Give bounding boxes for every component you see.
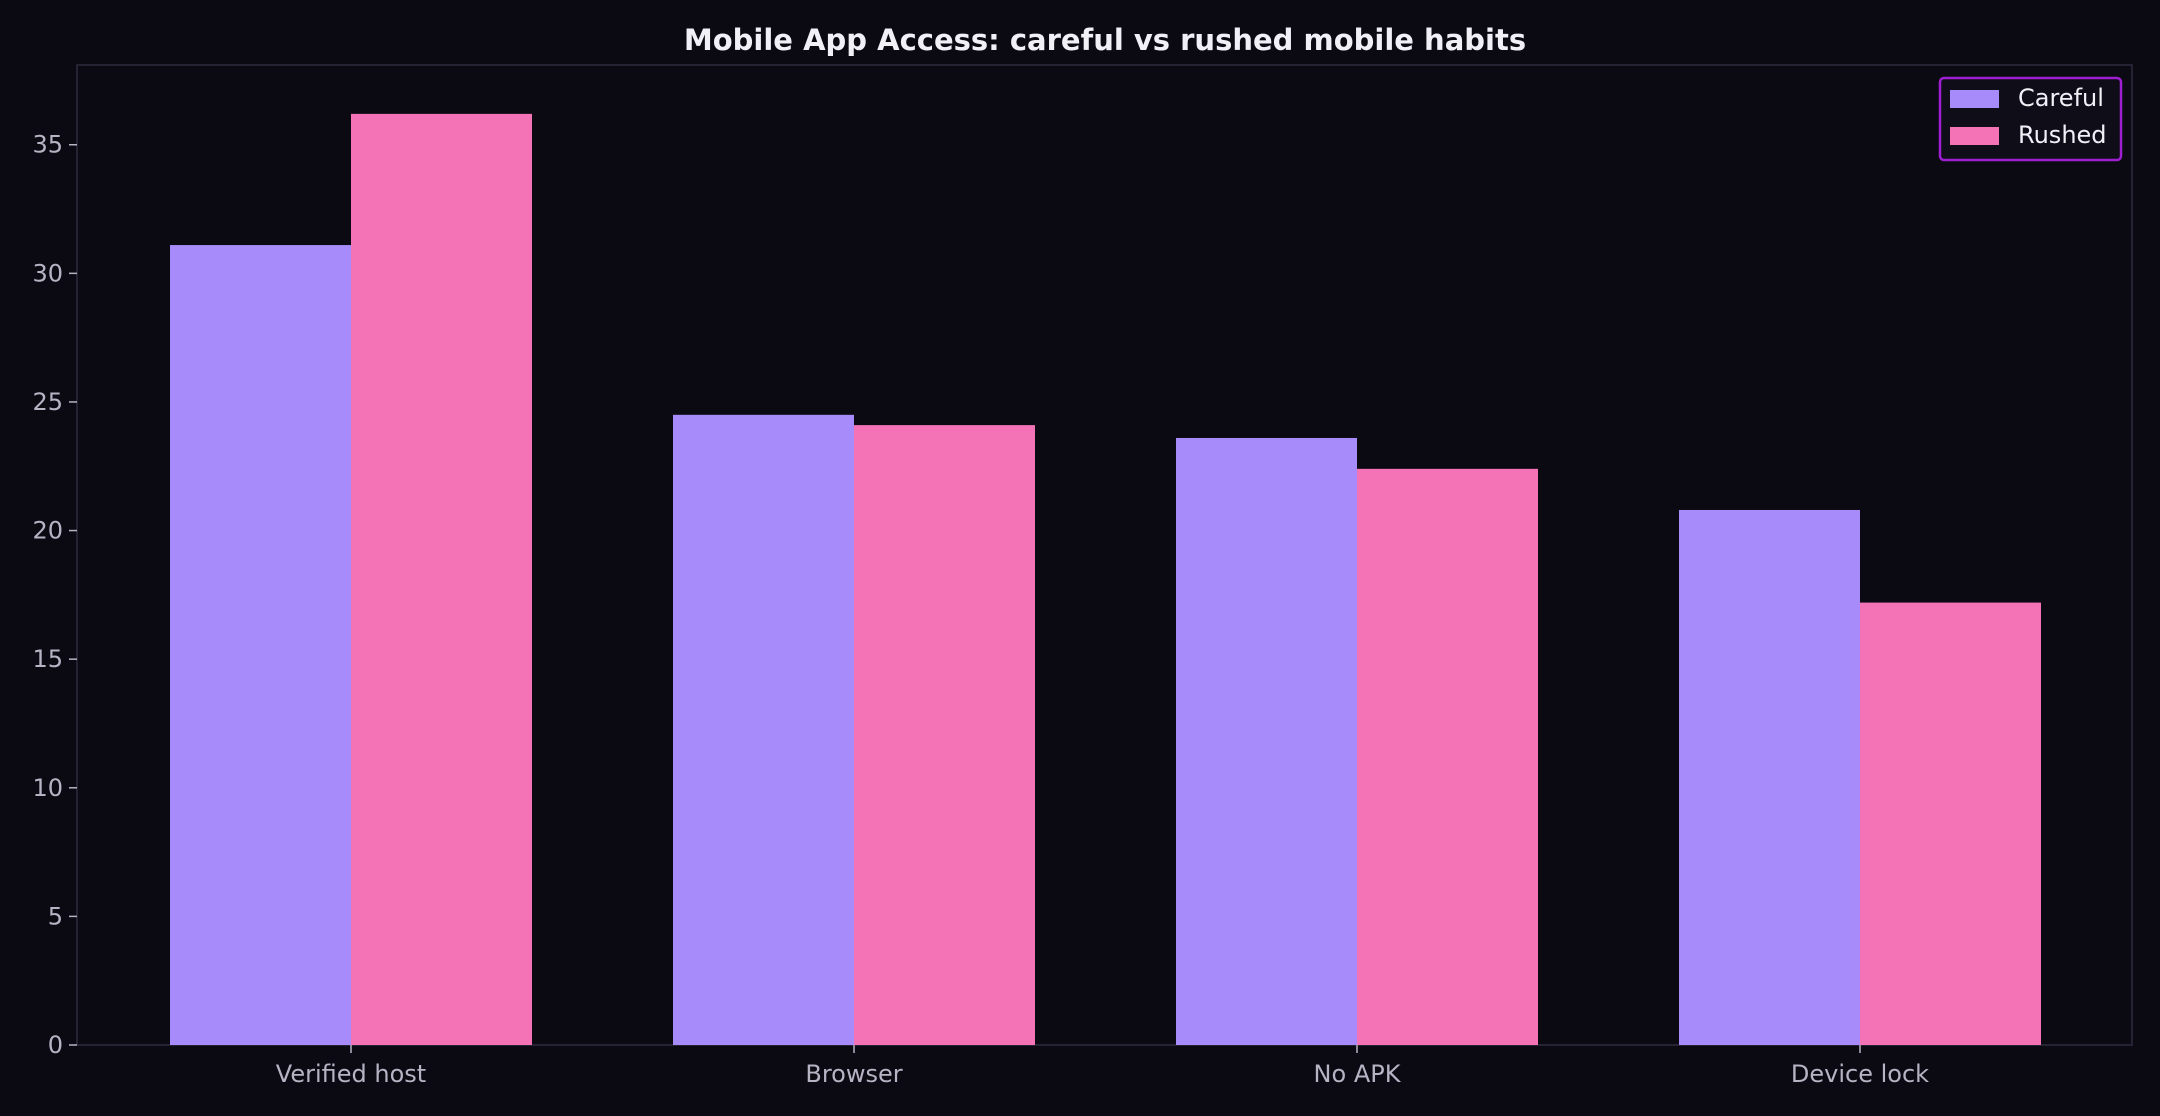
y-tick-label: 25 <box>32 388 63 416</box>
bar-rushed-verified-host <box>351 113 532 1045</box>
x-tick-label: No APK <box>1314 1060 1402 1088</box>
legend: Careful Rushed <box>1938 76 2123 162</box>
bar-careful-verified-host <box>170 245 351 1045</box>
y-tick-label: 5 <box>48 902 63 930</box>
plot-area <box>76 64 2133 1046</box>
x-axis: Verified host Browser No APK Device lock <box>276 1045 1929 1088</box>
y-tick-label: 10 <box>32 774 63 802</box>
x-tick-label: Verified host <box>276 1060 426 1088</box>
legend-swatch-rushed <box>1950 127 1999 145</box>
bar-rushed-browser <box>854 425 1035 1045</box>
chart-title: Mobile App Access: careful vs rushed mob… <box>684 23 1526 57</box>
bar-rushed-no-apk <box>1357 468 1538 1045</box>
y-axis: 0 5 10 15 20 25 30 35 <box>32 131 77 1059</box>
bar-careful-no-apk <box>1176 437 1357 1045</box>
bar-careful-device-lock <box>1679 509 1860 1045</box>
y-tick-label: 20 <box>32 517 63 545</box>
y-tick-label: 35 <box>32 131 63 159</box>
legend-label-careful: Careful <box>2018 84 2104 112</box>
y-tick-label: 15 <box>32 645 63 673</box>
legend-label-rushed: Rushed <box>2018 121 2107 149</box>
x-tick-label: Device lock <box>1791 1060 1929 1088</box>
bar-rushed-device-lock <box>1860 602 2041 1045</box>
bar-careful-browser <box>673 414 854 1045</box>
y-tick-label: 0 <box>48 1031 63 1059</box>
legend-swatch-careful <box>1950 90 1999 108</box>
x-tick-label: Browser <box>805 1060 902 1088</box>
y-tick-label: 30 <box>32 259 63 287</box>
bars <box>170 113 2041 1045</box>
